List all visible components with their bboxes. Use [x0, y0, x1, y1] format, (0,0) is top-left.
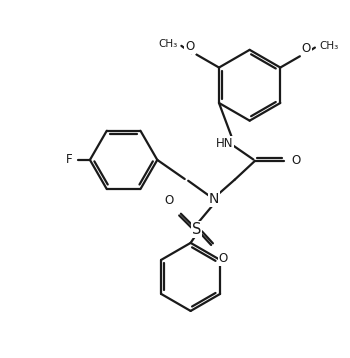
Text: HN: HN — [216, 137, 233, 150]
Text: N: N — [209, 192, 219, 206]
Text: O: O — [302, 42, 311, 55]
Text: O: O — [219, 252, 228, 265]
Text: O: O — [291, 154, 301, 167]
Text: CH₃: CH₃ — [319, 41, 338, 51]
Text: O: O — [164, 194, 173, 207]
Text: F: F — [66, 153, 72, 166]
Text: O: O — [186, 40, 195, 53]
Text: CH₃: CH₃ — [158, 39, 177, 49]
Text: S: S — [192, 222, 201, 237]
